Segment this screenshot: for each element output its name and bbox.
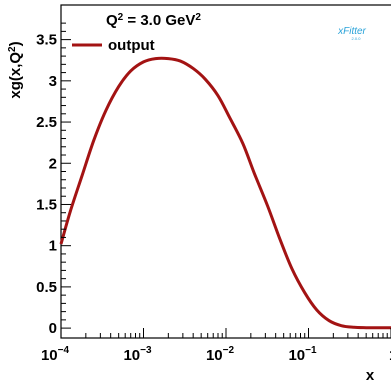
y-tick-label: 2 — [49, 155, 57, 172]
y-tick-label: 0 — [49, 320, 57, 337]
curve-layer — [59, 56, 391, 330]
y-tick-label: 2.5 — [36, 114, 57, 131]
x-tick-label: 10−4 — [41, 345, 70, 364]
x-tick-label-edge: 1 — [389, 347, 391, 364]
logo-text: xFitter — [337, 26, 366, 37]
frame-layer — [60, 4, 391, 339]
x-tick-label: 10−1 — [288, 345, 317, 364]
q2-annotation: Q2 = 3.0 GeV2 — [106, 12, 201, 30]
x-tick-label: 10−3 — [123, 345, 152, 364]
y-tick-label: 1 — [49, 238, 57, 255]
series-line-output — [59, 56, 391, 330]
legend-label-output: output — [108, 37, 155, 54]
y-axis-label: xg(x,Q2) — [7, 41, 25, 98]
y-tick-label: 1.5 — [36, 196, 57, 213]
x-axis-label: x — [366, 367, 375, 383]
tick-layer: 0 0.5 1 1.5 2 2.5 3 3.5 10−4 10−3 10−2 10−1 1 — [36, 22, 391, 364]
y-tick-label: 3 — [49, 73, 57, 90]
plot-frame — [60, 4, 391, 339]
x-tick-label: 10−2 — [206, 345, 235, 364]
y-tick-label: 3.5 — [36, 32, 57, 49]
xfitter-logo: xFitter 2.0.0 — [337, 26, 366, 41]
y-tick-label: 0.5 — [36, 279, 57, 296]
logo-sub: 2.0.0 — [352, 36, 362, 41]
